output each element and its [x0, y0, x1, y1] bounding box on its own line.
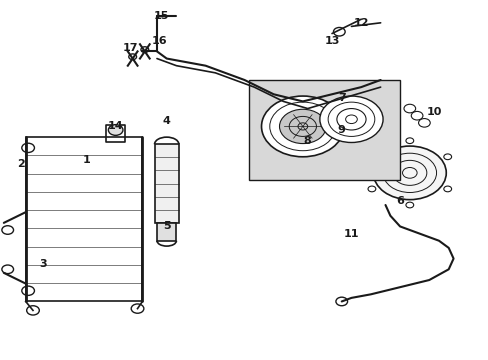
Text: 9: 9 [337, 125, 345, 135]
Text: 10: 10 [426, 107, 441, 117]
Circle shape [261, 96, 344, 157]
Bar [249, 80, 399, 180]
Text: 4: 4 [163, 116, 170, 126]
Text: 5: 5 [163, 221, 170, 231]
Text: 16: 16 [151, 36, 167, 46]
Text: 15: 15 [154, 11, 169, 21]
Bar [157, 223, 176, 241]
Text: 11: 11 [343, 229, 359, 239]
Text: 13: 13 [324, 36, 339, 46]
Text: 2: 2 [17, 159, 25, 169]
Bar [154, 144, 179, 223]
Text: 1: 1 [82, 156, 90, 165]
Text: 3: 3 [39, 259, 46, 269]
Circle shape [108, 125, 122, 135]
Text: 17: 17 [122, 43, 138, 53]
Text: 14: 14 [108, 121, 123, 131]
Text: 7: 7 [337, 93, 345, 103]
Circle shape [279, 109, 325, 144]
Text: 8: 8 [303, 136, 311, 146]
Text: 12: 12 [353, 18, 368, 28]
Bar [26, 137, 142, 301]
Circle shape [372, 146, 446, 200]
Text: 6: 6 [395, 197, 403, 206]
Circle shape [319, 96, 382, 143]
